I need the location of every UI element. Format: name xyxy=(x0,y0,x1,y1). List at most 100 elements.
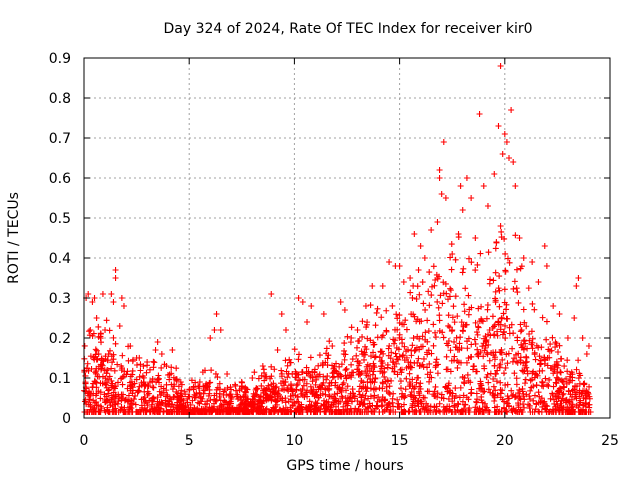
data-point xyxy=(398,366,405,373)
data-point xyxy=(278,408,285,415)
data-point xyxy=(343,409,350,415)
data-point xyxy=(504,360,511,367)
data-point xyxy=(434,390,441,397)
data-point xyxy=(444,388,451,395)
data-point xyxy=(317,392,324,399)
data-point xyxy=(367,393,374,400)
data-point xyxy=(178,387,185,394)
data-point xyxy=(443,353,450,360)
data-point xyxy=(215,409,222,415)
data-point xyxy=(555,362,562,369)
data-point xyxy=(299,392,306,399)
data-point xyxy=(125,343,132,350)
data-point xyxy=(267,388,274,395)
data-point xyxy=(502,364,509,371)
data-point xyxy=(234,396,241,402)
data-point xyxy=(502,250,509,257)
data-point xyxy=(438,191,445,197)
data-point xyxy=(329,362,336,369)
data-point xyxy=(324,405,331,412)
data-point xyxy=(499,151,506,157)
data-point xyxy=(529,345,536,352)
data-point xyxy=(284,362,291,369)
data-point xyxy=(470,363,477,370)
data-point xyxy=(112,383,119,390)
data-point xyxy=(431,282,438,289)
data-point xyxy=(573,402,580,409)
data-point xyxy=(494,391,501,398)
data-point xyxy=(337,373,344,380)
data-point xyxy=(385,378,392,385)
data-point xyxy=(356,368,363,375)
data-point xyxy=(497,394,504,401)
data-point xyxy=(533,371,540,378)
data-point xyxy=(93,379,100,386)
data-point xyxy=(150,358,157,365)
data-point xyxy=(523,323,530,330)
data-point xyxy=(582,395,589,402)
data-point xyxy=(433,407,440,414)
grid xyxy=(84,58,610,418)
data-point xyxy=(336,386,343,393)
data-point xyxy=(521,319,528,326)
data-point xyxy=(561,363,568,370)
data-point xyxy=(495,123,502,129)
data-point xyxy=(203,380,210,387)
data-point xyxy=(332,379,339,386)
data-point xyxy=(89,299,96,305)
data-point xyxy=(97,330,104,337)
data-point xyxy=(492,245,499,252)
data-point xyxy=(421,255,428,261)
data-point xyxy=(490,332,497,339)
data-point xyxy=(381,373,388,380)
x-tick-labels: 0 5 10 15 20 25 xyxy=(80,433,619,449)
data-point xyxy=(242,388,249,395)
data-point xyxy=(447,368,454,375)
data-point xyxy=(274,409,281,415)
data-point xyxy=(515,400,522,407)
data-point xyxy=(95,323,102,330)
data-point xyxy=(326,392,333,399)
data-point xyxy=(153,379,160,386)
data-point xyxy=(459,398,466,405)
data-point xyxy=(471,336,478,343)
data-point xyxy=(491,394,498,401)
data-point xyxy=(434,370,441,377)
data-point xyxy=(362,383,369,390)
data-point xyxy=(529,300,536,307)
data-point xyxy=(90,330,97,337)
data-point xyxy=(353,352,360,359)
data-point xyxy=(92,351,99,358)
data-point xyxy=(101,380,108,387)
data-point xyxy=(439,300,446,307)
data-point xyxy=(420,403,427,410)
y-tick-label: 0.2 xyxy=(49,331,71,347)
data-point xyxy=(293,382,300,389)
data-point xyxy=(457,183,464,189)
data-point xyxy=(203,384,210,391)
data-point xyxy=(93,315,100,321)
data-point xyxy=(418,400,425,407)
data-point xyxy=(106,347,113,354)
data-point xyxy=(541,360,548,367)
data-point xyxy=(565,388,572,395)
data-point xyxy=(533,400,540,407)
data-point xyxy=(411,231,418,237)
y-tick-label: 0.9 xyxy=(49,51,71,67)
data-point xyxy=(432,329,439,336)
data-point xyxy=(462,285,469,292)
data-point xyxy=(526,330,533,337)
data-point xyxy=(375,394,382,401)
data-point xyxy=(537,357,544,364)
axis-ticks xyxy=(83,57,611,419)
data-point xyxy=(506,259,513,266)
data-point xyxy=(397,385,404,392)
data-point xyxy=(485,409,492,415)
data-point xyxy=(483,338,490,345)
data-point xyxy=(117,375,124,382)
data-point xyxy=(362,392,369,399)
data-point xyxy=(287,393,294,400)
data-point xyxy=(573,395,580,402)
data-point xyxy=(452,385,459,392)
data-point xyxy=(550,370,557,377)
